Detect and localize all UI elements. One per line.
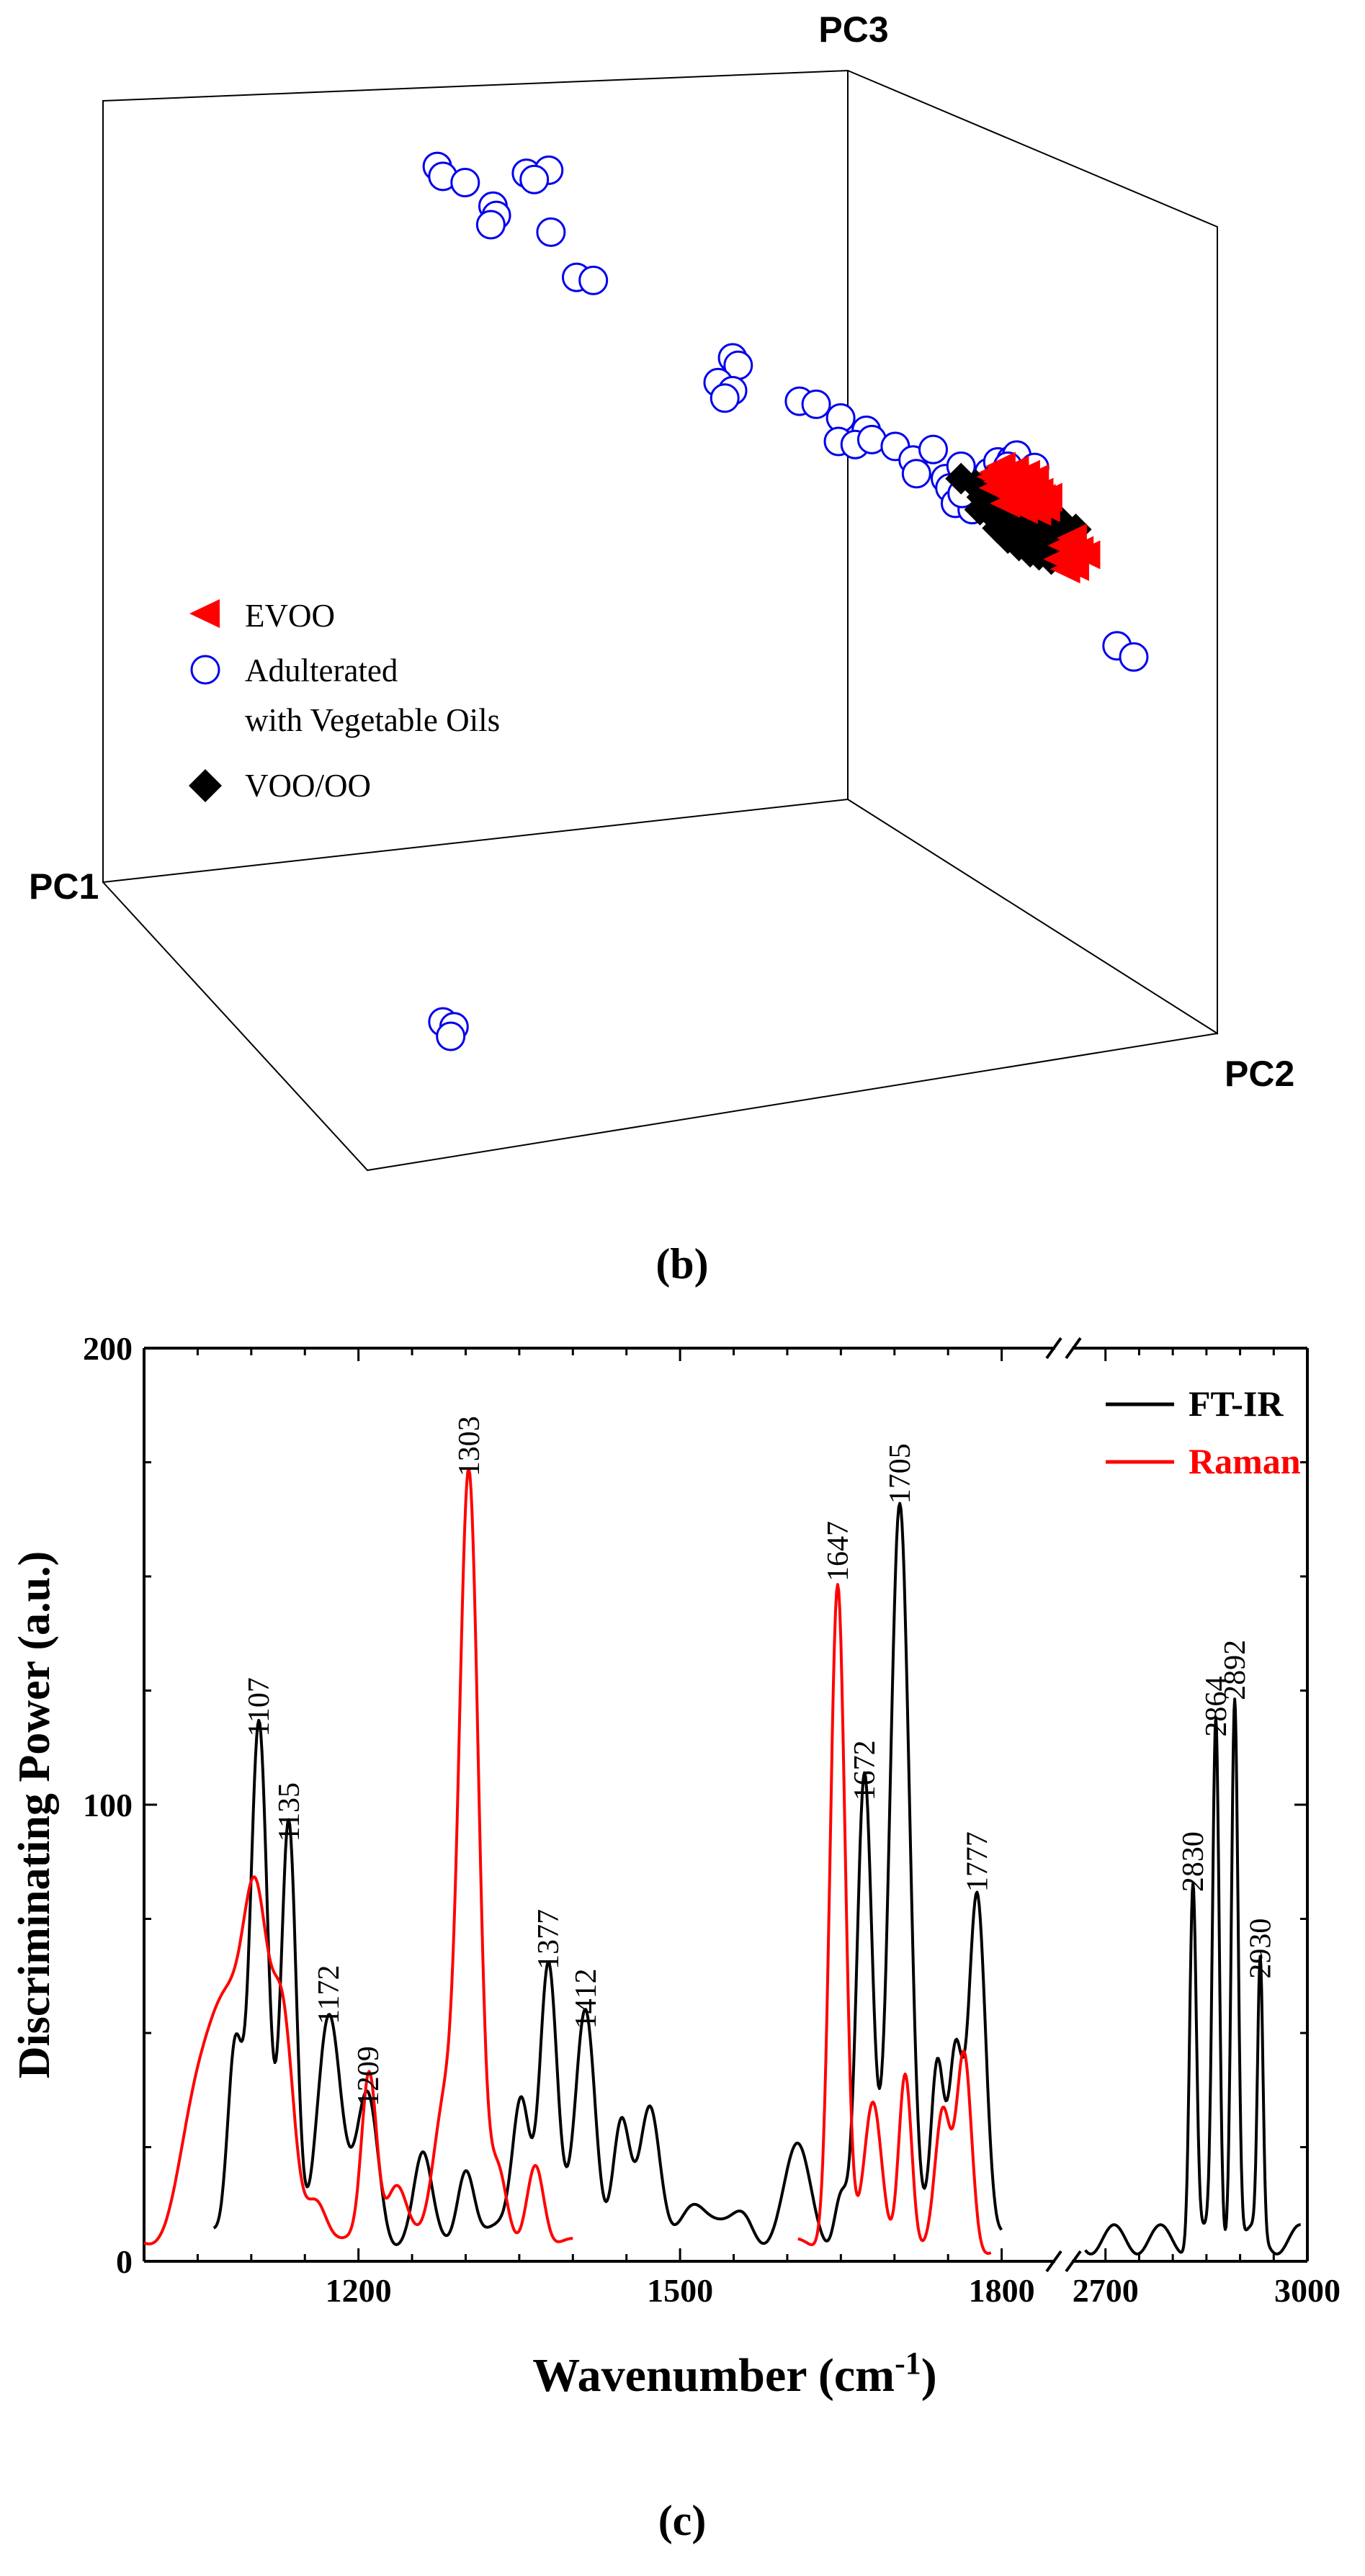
- axis-break-mark: [1045, 1337, 1062, 1360]
- x-tick-label: 3000: [1274, 2272, 1341, 2309]
- spectra-legend: FT-IR Raman: [1106, 1383, 1301, 1481]
- peak-label: 1705: [884, 1443, 917, 1504]
- peak-label: 2930: [1245, 1918, 1278, 1979]
- point-voo-oo: [1009, 519, 1042, 552]
- pca-3d-box: [102, 69, 1218, 1172]
- panel-b-caption: (b): [655, 1240, 708, 1288]
- y-tick-label: 100: [83, 1787, 133, 1823]
- point-evoo: [1031, 483, 1062, 512]
- x-axis-title: Wavenumber (cm-1): [532, 2346, 937, 2402]
- peak-label: 1672: [849, 1740, 882, 1800]
- peak-label: 1777: [961, 1831, 994, 1892]
- box-floor: [102, 881, 1218, 1172]
- point-adulterated: [1119, 642, 1149, 672]
- point-adulterated: [901, 459, 931, 489]
- spectra-axes: 0 100 200 1200 1500 1800 2700 3000: [83, 1330, 1341, 2309]
- peak-label: 1377: [532, 1909, 565, 1970]
- x-tick-label: 2700: [1073, 2272, 1139, 2309]
- axis-label-pc1: PC1: [29, 866, 99, 907]
- axis-break-mark: [1065, 2250, 1082, 2273]
- peak-label: 1172: [313, 1965, 346, 2024]
- legend-marker-voo-oo: [189, 769, 222, 802]
- panel-c-caption: (c): [658, 2497, 707, 2544]
- pca-3d-scatter-panel: PC3 PC1 PC2 EVOO Adulterated with Vegeta…: [29, 9, 1294, 1288]
- peak-label: 2830: [1177, 1831, 1210, 1892]
- legend-label-voo-oo: VOO/OO: [245, 768, 371, 804]
- ftir-curve: [212, 1502, 1003, 2246]
- x-tick-label: 1500: [647, 2272, 713, 2309]
- point-adulterated: [801, 389, 831, 419]
- legend-marker-evoo: [189, 599, 220, 628]
- scatter-legend: EVOO Adulterated with Vegetable Oils VOO…: [189, 598, 500, 804]
- point-adulterated: [475, 210, 506, 240]
- peak-label: 1647: [822, 1521, 855, 1581]
- x-axis-title-sup: -1: [895, 2346, 921, 2381]
- legend-label-ftir: FT-IR: [1189, 1383, 1284, 1424]
- point-adulterated: [578, 265, 609, 295]
- scatter-points: [422, 151, 1149, 1051]
- peak-label: 2864: [1200, 1677, 1233, 1737]
- axis-label-pc3: PC3: [818, 9, 888, 50]
- peak-label: 1303: [453, 1416, 486, 1476]
- peak-label: 1135: [273, 1782, 306, 1841]
- x-tick-label: 1200: [326, 2272, 392, 2309]
- point-adulterated-floor: [436, 1021, 466, 1051]
- legend-label-adulterated-line1: Adulterated: [245, 652, 398, 688]
- point-adulterated: [536, 217, 566, 247]
- peak-label: 1209: [352, 2046, 385, 2106]
- point-adulterated: [450, 168, 480, 198]
- x-tick-label: 1800: [969, 2272, 1035, 2309]
- point-evoo: [1021, 497, 1052, 526]
- y-tick-label: 200: [83, 1330, 133, 1367]
- axis-break-mark: [1045, 2250, 1062, 2273]
- box-right-wall: [847, 70, 1218, 1035]
- peak-label: 2892: [1219, 1640, 1252, 1700]
- axis-break-mark: [1065, 1337, 1082, 1360]
- point-adulterated: [918, 434, 949, 465]
- axis-label-pc2: PC2: [1225, 1054, 1294, 1094]
- legend-label-adulterated-line2: with Vegetable Oils: [245, 702, 500, 738]
- peak-label: 1412: [570, 1968, 603, 2029]
- peak-label: 1107: [243, 1677, 276, 1736]
- raman-curve: [143, 1467, 573, 2245]
- y-tick-label: 0: [116, 2243, 133, 2280]
- point-evoo: [1019, 464, 1050, 493]
- legend-label-raman: Raman: [1189, 1441, 1301, 1481]
- raman-curve: [797, 1583, 992, 2255]
- x-axis-title-close: ): [921, 2349, 937, 2402]
- x-axis-title-main: Wavenumber (cm: [532, 2349, 895, 2402]
- point-evoo: [1058, 552, 1089, 581]
- y-axis-title: Discriminating Power (a.u.): [10, 1551, 59, 2078]
- point-adulterated: [710, 383, 740, 413]
- ftir-curve: [1084, 1697, 1302, 2256]
- spectra-curves: [143, 1467, 1302, 2256]
- point-adulterated: [519, 164, 550, 194]
- point-evoo: [995, 466, 1026, 495]
- legend-label-evoo: EVOO: [245, 598, 335, 634]
- discriminating-power-panel: 0 100 200 1200 1500 1800 2700 3000 1107 1135 1172…: [10, 1330, 1341, 2544]
- legend-marker-adulterated: [190, 655, 220, 685]
